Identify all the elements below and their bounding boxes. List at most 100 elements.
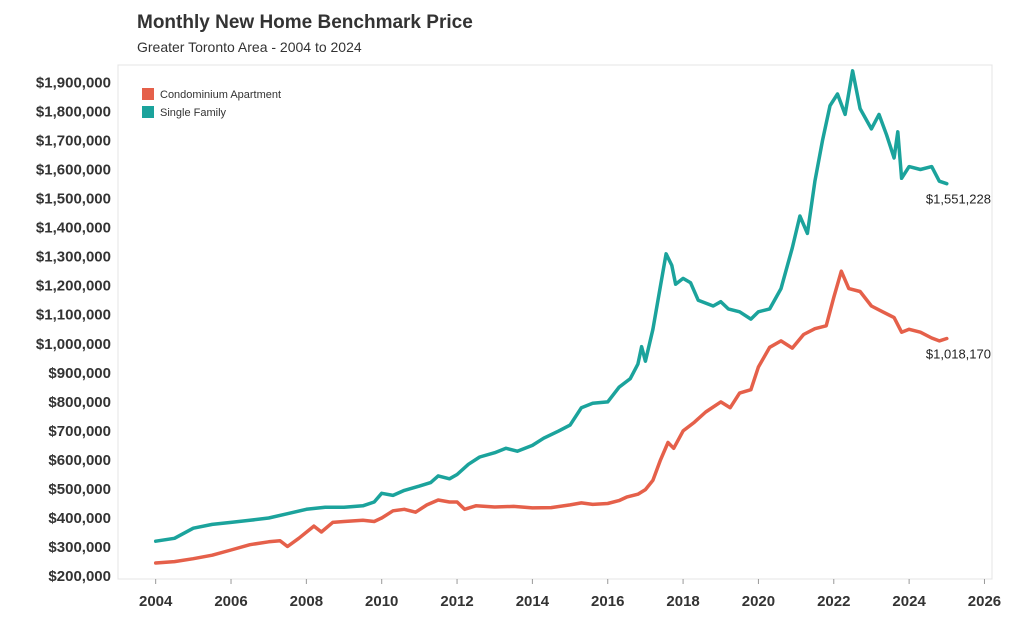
y-tick-label: $700,000 bbox=[48, 423, 111, 440]
data-point bbox=[448, 501, 451, 503]
data-point bbox=[836, 93, 839, 95]
x-tick-label: 2026 bbox=[968, 593, 1001, 610]
data-point bbox=[343, 506, 345, 508]
data-point bbox=[825, 325, 827, 327]
data-point bbox=[697, 299, 699, 301]
data-point bbox=[791, 247, 793, 249]
data-point bbox=[249, 544, 251, 546]
data-point bbox=[690, 282, 692, 284]
data-point bbox=[373, 520, 375, 523]
data-point bbox=[750, 318, 752, 320]
data-point bbox=[173, 561, 176, 563]
data-point bbox=[769, 346, 771, 348]
data-point bbox=[750, 389, 752, 391]
x-tick-label: 2016 bbox=[591, 593, 624, 610]
data-point bbox=[675, 283, 677, 285]
x-tick-label: 2004 bbox=[139, 593, 173, 610]
data-point bbox=[516, 450, 518, 452]
data-point bbox=[494, 506, 496, 508]
legend-label-1: Single Family bbox=[160, 107, 227, 119]
y-tick-label: $1,300,000 bbox=[36, 249, 111, 266]
data-point bbox=[607, 502, 609, 505]
data-point bbox=[381, 517, 383, 519]
data-point bbox=[592, 503, 594, 505]
data-point bbox=[803, 333, 805, 336]
data-point bbox=[332, 521, 334, 524]
data-point bbox=[727, 308, 729, 310]
data-point bbox=[343, 520, 345, 523]
data-point bbox=[919, 168, 922, 171]
data-point bbox=[550, 507, 552, 509]
data-point bbox=[362, 519, 364, 521]
data-point bbox=[893, 317, 895, 319]
data-point bbox=[230, 549, 232, 551]
data-point bbox=[693, 421, 696, 423]
data-point bbox=[682, 430, 684, 432]
data-point bbox=[286, 513, 289, 515]
data-point bbox=[629, 378, 631, 380]
y-tick-label: $1,900,000 bbox=[36, 74, 111, 91]
data-point bbox=[814, 328, 816, 330]
data-point bbox=[829, 105, 831, 107]
data-point bbox=[456, 501, 458, 503]
data-point bbox=[173, 537, 176, 539]
data-point bbox=[641, 346, 643, 348]
data-point bbox=[569, 504, 571, 506]
y-tick-label: $1,200,000 bbox=[36, 278, 111, 295]
data-point bbox=[870, 305, 873, 307]
data-point bbox=[833, 296, 835, 298]
data-point bbox=[848, 288, 850, 290]
data-point bbox=[659, 459, 662, 461]
data-point bbox=[897, 131, 899, 133]
x-tick-label: 2014 bbox=[516, 593, 550, 610]
y-tick-label: $900,000 bbox=[48, 365, 111, 382]
data-point bbox=[671, 264, 673, 266]
data-point bbox=[475, 505, 477, 507]
chart-subtitle: Greater Toronto Area - 2004 to 2024 bbox=[137, 39, 362, 55]
data-point bbox=[652, 328, 654, 330]
x-tick-label: 2018 bbox=[666, 593, 699, 610]
data-point bbox=[381, 492, 383, 494]
data-point bbox=[637, 363, 639, 365]
data-point bbox=[946, 337, 948, 340]
plot-area bbox=[117, 64, 993, 580]
data-point bbox=[505, 447, 507, 449]
data-point bbox=[467, 463, 469, 465]
data-point bbox=[705, 302, 707, 304]
data-point bbox=[806, 232, 809, 234]
data-point bbox=[791, 347, 793, 349]
data-point bbox=[780, 340, 782, 342]
end-value-label: $1,551,228 bbox=[926, 192, 991, 207]
data-point bbox=[667, 441, 669, 444]
data-point bbox=[870, 128, 873, 130]
data-point bbox=[659, 285, 662, 287]
data-point bbox=[448, 478, 451, 480]
data-point bbox=[908, 328, 910, 330]
data-point bbox=[155, 540, 157, 542]
data-point bbox=[569, 424, 571, 426]
data-point bbox=[279, 540, 281, 542]
data-point bbox=[757, 311, 760, 313]
data-point bbox=[298, 537, 300, 539]
data-point bbox=[437, 475, 439, 477]
y-tick-label: $600,000 bbox=[48, 452, 111, 469]
x-tick-label: 2006 bbox=[214, 593, 247, 610]
data-point bbox=[403, 508, 405, 510]
data-point bbox=[908, 166, 910, 168]
data-point bbox=[618, 386, 620, 388]
data-point bbox=[324, 506, 326, 508]
x-axis: 2004 2006 2008 2010 2012 2014 2016 2018 2020 2022… bbox=[139, 579, 1001, 610]
data-point bbox=[739, 392, 741, 394]
data-point bbox=[580, 502, 583, 504]
data-point bbox=[362, 505, 364, 507]
y-tick-label: $200,000 bbox=[48, 568, 111, 585]
data-point bbox=[882, 311, 884, 313]
y-tick-label: $1,100,000 bbox=[36, 307, 111, 324]
data-point bbox=[859, 290, 861, 293]
data-point bbox=[938, 340, 940, 342]
series-line-0 bbox=[153, 269, 949, 565]
y-tick-label: $1,400,000 bbox=[36, 220, 111, 237]
data-point bbox=[673, 447, 675, 449]
data-point bbox=[720, 401, 722, 403]
